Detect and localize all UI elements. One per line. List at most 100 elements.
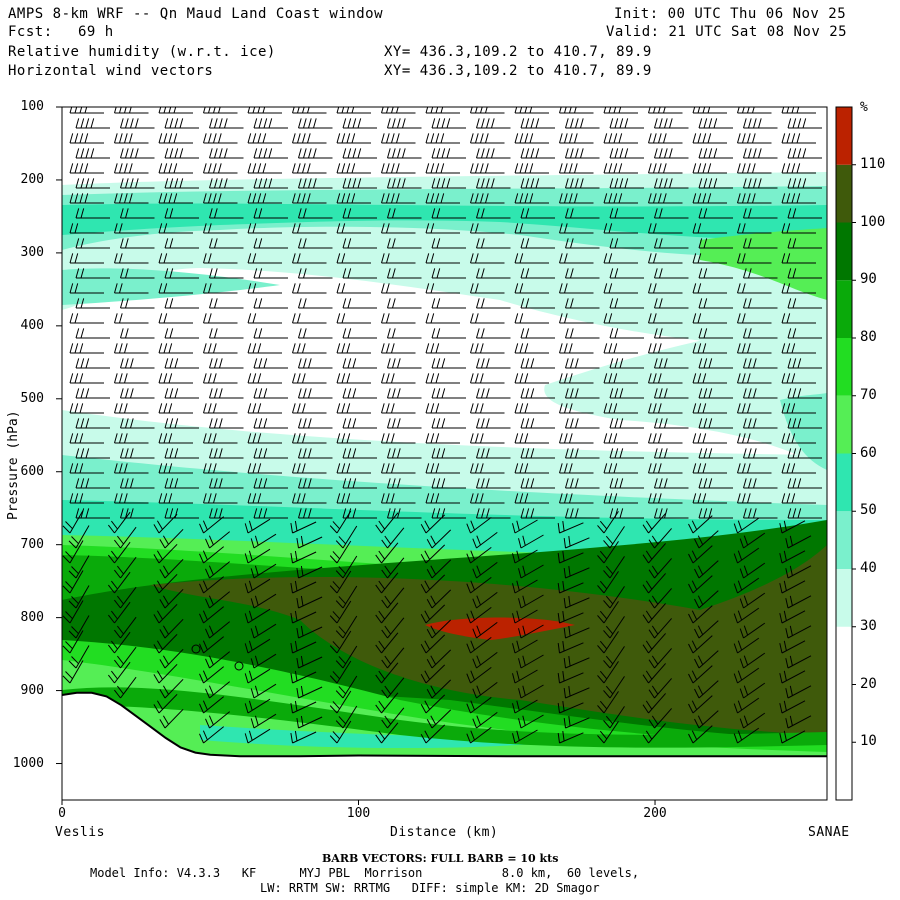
wind-barb: [336, 223, 371, 234]
wind-barb: [329, 570, 352, 594]
wind-barb: [470, 373, 505, 384]
wind-barb: [737, 133, 772, 144]
wind-barb: [205, 621, 231, 639]
wind-barb: [387, 478, 422, 489]
wind-barb: [563, 656, 590, 669]
wind-barb: [159, 678, 184, 699]
wind-barb: [781, 343, 816, 354]
wind-barb: [512, 549, 538, 564]
wind-barb: [425, 223, 460, 234]
wind-barb: [565, 418, 600, 429]
colorbar-swatch: [836, 338, 852, 396]
wind-barb: [253, 148, 288, 159]
wind-barb: [199, 696, 225, 714]
wind-barb: [559, 433, 594, 444]
wind-barb: [466, 637, 492, 654]
wind-barb: [153, 663, 178, 684]
wind-barb: [290, 730, 317, 744]
wind-barb: [253, 298, 288, 309]
wind-barb: [69, 463, 104, 474]
wind-barb: [425, 403, 460, 414]
wind-barb: [342, 388, 377, 399]
wind-barb: [654, 418, 689, 429]
wind-barb: [203, 493, 238, 504]
y-tick-label: 1000: [12, 755, 44, 771]
wind-barb: [431, 238, 466, 249]
wind-barb: [648, 313, 683, 324]
wind-barb: [698, 328, 733, 339]
wind-barb: [153, 543, 178, 564]
wind-barb: [199, 636, 225, 654]
colorbar-label: 30: [860, 617, 877, 634]
wind-barb: [425, 313, 460, 324]
wind-barb: [787, 268, 822, 279]
wind-barb: [205, 591, 231, 609]
wind-barb: [648, 558, 672, 579]
wind-barb: [743, 478, 778, 489]
wind-barb: [292, 283, 327, 294]
colorbar-label: 60: [860, 444, 877, 461]
wind-barb: [425, 163, 460, 174]
wind-barb: [642, 693, 666, 714]
wind-barb: [375, 632, 399, 654]
wind-barb: [609, 178, 644, 189]
wind-barb: [743, 118, 778, 129]
init-time: Init: 00 UTC Thu 06 Nov 25: [614, 6, 847, 22]
wind-barb: [559, 133, 594, 144]
y-tick-label: 500: [20, 390, 44, 406]
wind-barb: [290, 640, 317, 654]
wind-barb: [609, 298, 644, 309]
wind-barb: [120, 358, 155, 369]
wind-barb: [203, 133, 238, 144]
wind-barb: [431, 358, 466, 369]
wind-barb: [114, 283, 149, 294]
wind-barb: [565, 208, 600, 219]
wind-barb: [335, 585, 358, 609]
wind-barb: [431, 208, 466, 219]
wind-barb: [648, 107, 683, 114]
wind-barb: [108, 661, 131, 684]
wind-barb: [62, 570, 84, 594]
wind-barb: [114, 493, 149, 504]
wind-barb: [688, 515, 713, 534]
wind-barb: [565, 268, 600, 279]
wind-barb: [108, 631, 131, 654]
wind-barb: [470, 463, 505, 474]
wind-barb: [733, 697, 760, 714]
wind-barb: [694, 680, 719, 699]
wind-barb: [244, 638, 271, 654]
chart-title: AMPS 8-km WRF -- Qn Maud Land Coast wind…: [8, 6, 384, 22]
wind-barb: [247, 193, 282, 204]
wind-barb: [75, 358, 110, 369]
wind-barb: [253, 418, 288, 429]
wind-barb: [603, 163, 638, 174]
wind-barb: [559, 463, 594, 474]
valid-time: Valid: 21 UTC Sat 08 Nov 25: [606, 24, 848, 40]
wind-barb: [120, 208, 155, 219]
wind-barb: [692, 493, 727, 504]
wind-barb: [209, 208, 244, 219]
wind-barb: [158, 223, 193, 234]
wind-barb: [247, 223, 282, 234]
wind-barb: [787, 508, 822, 519]
wind-barb: [520, 238, 555, 249]
wind-barb: [737, 223, 772, 234]
wind-barb: [209, 298, 244, 309]
wind-barb: [158, 133, 193, 144]
wind-barb: [743, 418, 778, 429]
wind-barb: [425, 253, 460, 264]
wind-barb: [431, 478, 466, 489]
wind-barb: [375, 572, 399, 594]
wind-barb: [692, 193, 727, 204]
rh-field: [62, 107, 827, 800]
wind-barb: [603, 493, 638, 504]
wind-barb: [425, 193, 460, 204]
y-tick-label: 200: [20, 171, 44, 187]
wind-barb: [779, 610, 806, 624]
wind-barb: [381, 373, 416, 384]
field-name-wind: Horizontal wind vectors: [8, 63, 214, 79]
colorbar-label: 110: [860, 155, 886, 172]
x-tick-label: 0: [58, 806, 66, 821]
wind-barb: [253, 388, 288, 399]
